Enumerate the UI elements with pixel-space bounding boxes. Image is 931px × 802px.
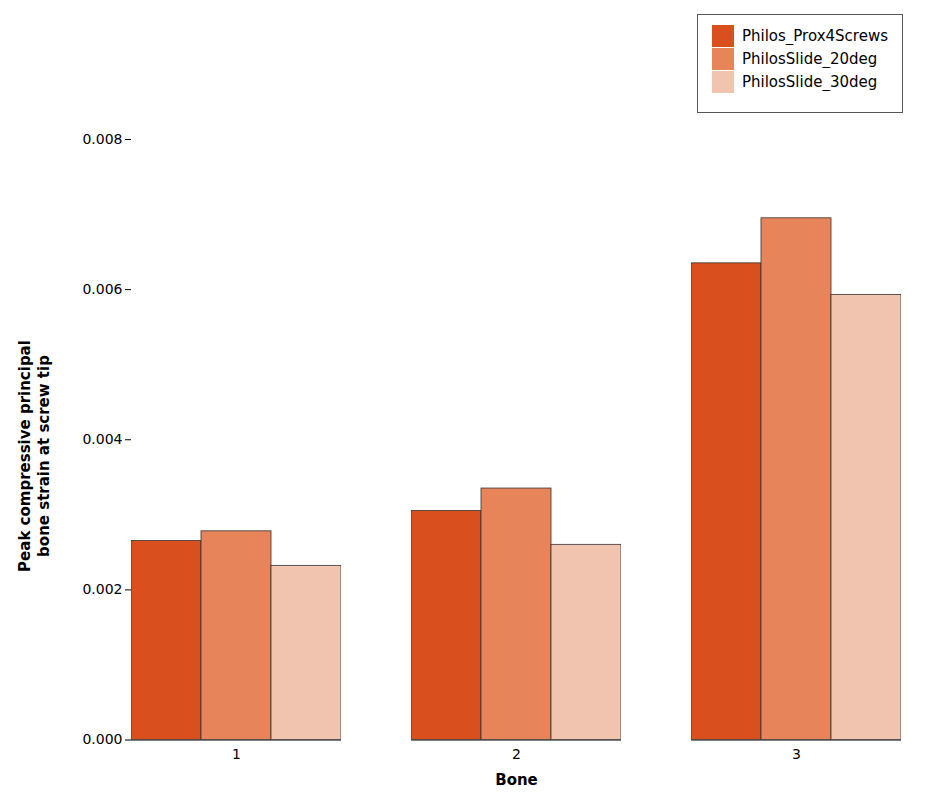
svg-text:1: 1 [232, 745, 241, 761]
svg-text:0.000: 0.000 [82, 731, 122, 747]
svg-text:0.004: 0.004 [82, 431, 122, 447]
svg-text:0.006: 0.006 [82, 281, 122, 297]
html-text:PhilosSlide_20deg: PhilosSlide_20deg [741, 50, 878, 68]
svg-text:Bone: Bone [495, 771, 538, 789]
html-text:Peak compressive principal bon: Peak compressive principal bone strain a… [16, 340, 53, 573]
svg-text:0.008: 0.008 [82, 130, 122, 146]
html-text:PhilosSlide_30deg: PhilosSlide_30deg [741, 73, 878, 91]
svg-text:3: 3 [792, 745, 801, 761]
html-text:Philos_Prox4Screws: Philos_Prox4Screws [741, 27, 888, 45]
svg-text:2: 2 [512, 745, 521, 761]
svg-text:0.002: 0.002 [82, 581, 122, 597]
